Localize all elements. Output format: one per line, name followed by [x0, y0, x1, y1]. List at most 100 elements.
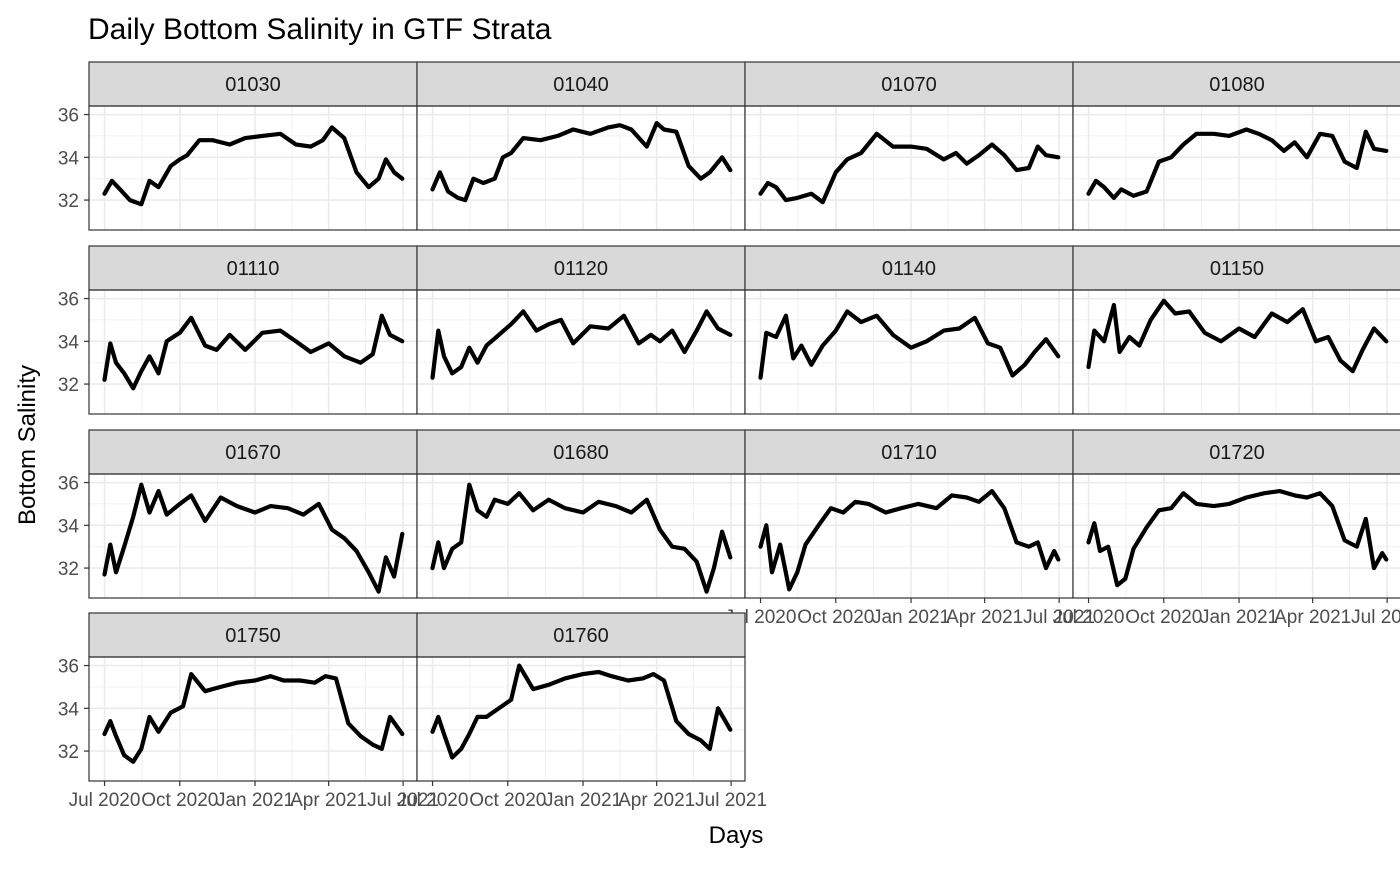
x-axis-label: Days	[709, 822, 764, 849]
x-tick-label: Apr 2021	[946, 607, 1023, 628]
panel-background	[417, 106, 745, 230]
series-line	[102, 482, 405, 594]
facet-strip	[416, 245, 746, 291]
series-line	[758, 309, 1061, 380]
facet-label: 01720	[1209, 442, 1265, 464]
x-tick-label: Jul 2021	[695, 790, 767, 811]
facet-label: 01110	[227, 258, 280, 280]
facet-label: 01040	[553, 74, 609, 96]
facet-strip	[744, 245, 1074, 291]
panel-background	[417, 657, 745, 781]
x-tick-label: Jul 2021	[367, 790, 439, 811]
y-tick-label: 34	[58, 148, 80, 169]
facet-panel-01670: 01670 32 34 36	[58, 429, 418, 599]
x-tick-label: Apr 2021	[290, 790, 367, 811]
panel-border	[416, 656, 746, 782]
x-tick-label: Oct 2020	[1125, 607, 1202, 628]
facet-label: 01140	[882, 258, 936, 280]
series-line	[758, 489, 1061, 592]
series-line	[102, 125, 405, 207]
facet-panel-01030: 01030 32 34 36	[58, 61, 418, 231]
x-tick-label: Jan 2021	[544, 790, 622, 811]
chart-title: Daily Bottom Salinity in GTF Strata	[88, 13, 552, 46]
facet-panel-01040: 01040	[416, 61, 746, 231]
facet-label: 01080	[1209, 74, 1265, 96]
y-tick-label: 36	[58, 106, 79, 127]
facet-label: 01150	[1210, 258, 1264, 280]
x-tick-label: Oct 2020	[797, 607, 874, 628]
y-tick-label: 36	[58, 657, 79, 678]
x-tick-label: Jul 2020	[397, 790, 469, 811]
series-line	[102, 671, 405, 764]
y-tick-label: 32	[58, 191, 79, 212]
panel-border	[1072, 473, 1400, 599]
series-line	[1086, 298, 1389, 374]
facet-label: 01120	[554, 258, 608, 280]
panel-border	[1072, 289, 1400, 415]
facet-label: 01750	[225, 625, 281, 647]
x-tick-label: Jul 2021	[1023, 607, 1095, 628]
facet-strip	[88, 245, 418, 291]
x-tick-label: Apr 2021	[1274, 607, 1351, 628]
facet-panel-01080: 01080	[1072, 61, 1400, 231]
y-tick-label: 32	[58, 375, 79, 396]
facet-strip	[416, 61, 746, 107]
x-tick-label: Jan 2021	[872, 607, 950, 628]
series-line	[1086, 127, 1389, 200]
facet-panel-01120: 01120	[416, 245, 746, 415]
facet-label: 01710	[881, 442, 937, 464]
facet-strip	[1072, 245, 1400, 291]
x-tick-label: Oct 2020	[469, 790, 546, 811]
facet-label: 01670	[225, 442, 281, 464]
panel-background	[1073, 290, 1400, 414]
facet-strip	[744, 429, 1074, 475]
facet-panel-01150: 01150	[1072, 245, 1400, 415]
y-tick-label: 34	[58, 699, 80, 720]
panel-background	[745, 474, 1073, 598]
series-line	[102, 313, 405, 391]
y-tick-label: 36	[58, 290, 79, 311]
panel-border	[1072, 105, 1400, 231]
series-line	[430, 309, 733, 380]
panel-background	[89, 657, 417, 781]
y-tick-label: 34	[58, 516, 80, 537]
y-axis-label: Bottom Salinity	[14, 365, 41, 525]
facet-panel-01110: 01110 32 34 36	[58, 245, 418, 415]
facet-panel-01680: 01680	[416, 429, 746, 599]
x-tick-label: Jan 2021	[216, 790, 294, 811]
series-line	[430, 120, 733, 203]
y-tick-label: 34	[58, 332, 80, 353]
facet-label: 01680	[553, 442, 609, 464]
facet-label: 01030	[225, 74, 281, 96]
x-tick-label: Apr 2021	[618, 790, 695, 811]
facet-strip	[416, 429, 746, 475]
series-line	[1086, 489, 1389, 588]
panel-background	[89, 290, 417, 414]
x-tick-label: Oct 2020	[141, 790, 218, 811]
facet-strip	[416, 612, 746, 658]
facet-strip	[1072, 429, 1400, 475]
y-tick-label: 36	[58, 474, 79, 495]
y-tick-label: 32	[58, 559, 79, 580]
x-tick-label: Jul 2020	[1053, 607, 1125, 628]
series-line	[430, 482, 733, 594]
facet-panel-01140: 01140	[744, 245, 1074, 415]
x-tick-label: Jul 2021	[1351, 607, 1400, 628]
x-tick-label: Jan 2021	[1200, 607, 1278, 628]
facet-strip	[1072, 61, 1400, 107]
y-tick-label: 32	[58, 742, 79, 763]
panel-background	[89, 106, 417, 230]
x-tick-label: Jul 2020	[69, 790, 141, 811]
facet-label: 01760	[553, 625, 609, 647]
facet-label: 01070	[881, 74, 937, 96]
facet-panel-01070: 01070	[744, 61, 1074, 231]
series-line	[758, 131, 1061, 205]
series-line	[430, 663, 733, 760]
